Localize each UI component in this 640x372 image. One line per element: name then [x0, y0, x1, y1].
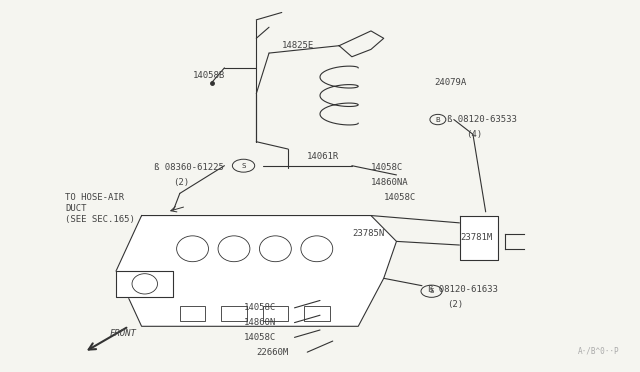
- Text: (2): (2): [173, 178, 189, 187]
- Text: 14058C: 14058C: [371, 163, 403, 172]
- Text: 24079A: 24079A: [435, 78, 467, 87]
- Text: 14860N: 14860N: [244, 318, 276, 327]
- Text: ß 08120-61633: ß 08120-61633: [428, 285, 498, 294]
- Text: 14061R: 14061R: [307, 152, 339, 161]
- Text: 23785N: 23785N: [352, 230, 384, 238]
- Text: 14058C: 14058C: [244, 303, 276, 312]
- Text: 14058B: 14058B: [193, 71, 225, 80]
- Polygon shape: [116, 271, 173, 297]
- Text: 23781M: 23781M: [460, 233, 492, 242]
- Text: 22660M: 22660M: [256, 348, 289, 357]
- Text: FRONT: FRONT: [109, 329, 136, 338]
- Polygon shape: [116, 215, 396, 326]
- Text: (SEE SEC.165): (SEE SEC.165): [65, 215, 135, 224]
- Text: DUCT: DUCT: [65, 203, 86, 213]
- Text: 14058C: 14058C: [384, 193, 416, 202]
- Text: TO HOSE-AIR: TO HOSE-AIR: [65, 193, 124, 202]
- Text: (2): (2): [447, 300, 463, 309]
- Text: ß 08120-63533: ß 08120-63533: [447, 115, 517, 124]
- Text: 14825E: 14825E: [282, 41, 314, 50]
- Text: S: S: [429, 288, 434, 294]
- Polygon shape: [460, 215, 499, 260]
- Text: A·/B^0··P: A·/B^0··P: [578, 347, 620, 356]
- Text: 14860NA: 14860NA: [371, 178, 408, 187]
- Text: (4): (4): [467, 130, 483, 139]
- Text: B: B: [435, 116, 440, 122]
- Text: 14058C: 14058C: [244, 333, 276, 342]
- Text: ß 08360-61225: ß 08360-61225: [154, 163, 224, 172]
- Text: S: S: [241, 163, 246, 169]
